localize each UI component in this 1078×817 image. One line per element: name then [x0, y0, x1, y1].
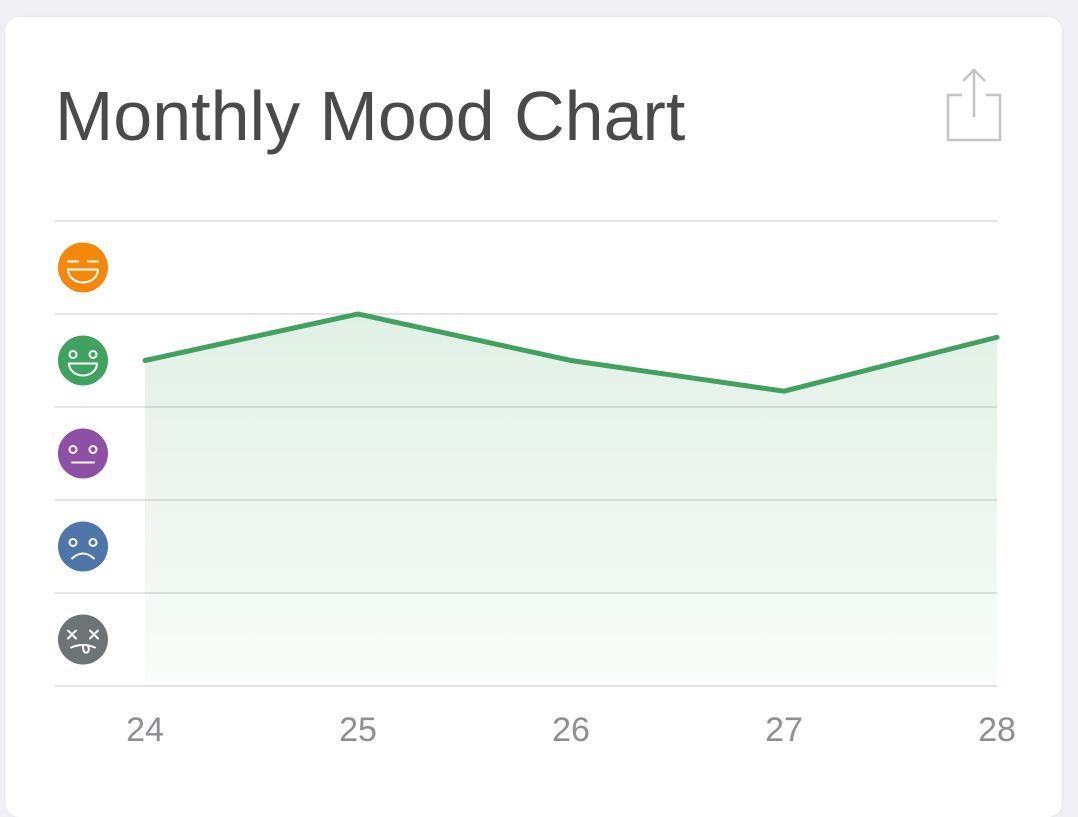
dizzy-face-icon [58, 614, 108, 665]
area-fill [145, 314, 997, 686]
mood-line-chart: 24 25 26 27 28 [55, 220, 1016, 749]
chart-title: Monthly Mood Chart [55, 77, 686, 155]
x-tick-label: 27 [765, 711, 803, 749]
neutral-face-icon [58, 428, 108, 479]
laughing-face-icon [58, 242, 108, 293]
series-line-layer [142, 311, 1000, 394]
share-icon [946, 68, 1002, 142]
x-axis-ticks: 24 25 26 27 28 [126, 711, 1016, 749]
x-tick-label: 26 [552, 711, 590, 749]
mood-axis [58, 242, 108, 665]
happy-face-icon [58, 335, 108, 386]
series-line [142, 311, 1000, 394]
series-area [145, 314, 997, 686]
sad-face-icon [58, 521, 108, 572]
x-tick-label: 25 [339, 711, 377, 749]
share-button[interactable] [940, 67, 1010, 147]
x-tick-label: 28 [978, 711, 1016, 749]
x-tick-label: 24 [126, 711, 164, 749]
mood-chart-card: Monthly Mood Chart 24 25 26 27 28 [5, 17, 1062, 817]
